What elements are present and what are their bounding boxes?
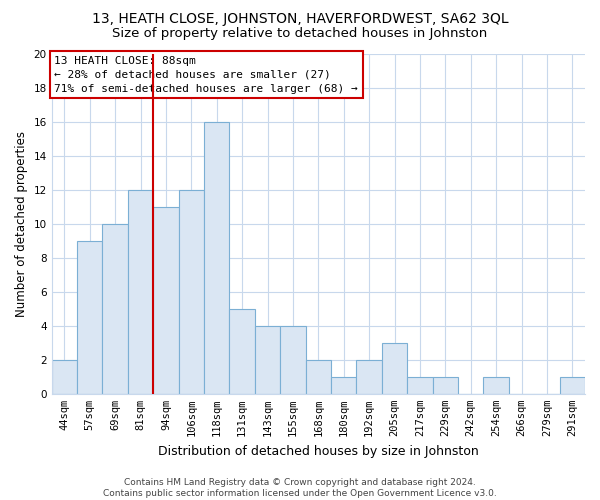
X-axis label: Distribution of detached houses by size in Johnston: Distribution of detached houses by size … bbox=[158, 444, 479, 458]
Y-axis label: Number of detached properties: Number of detached properties bbox=[15, 131, 28, 317]
Bar bbox=[356, 360, 382, 394]
Bar bbox=[484, 377, 509, 394]
Bar bbox=[305, 360, 331, 394]
Bar bbox=[407, 377, 433, 394]
Bar bbox=[382, 343, 407, 394]
Bar bbox=[52, 360, 77, 394]
Text: 13 HEATH CLOSE: 88sqm
← 28% of detached houses are smaller (27)
71% of semi-deta: 13 HEATH CLOSE: 88sqm ← 28% of detached … bbox=[55, 56, 358, 94]
Bar bbox=[77, 241, 103, 394]
Bar bbox=[331, 377, 356, 394]
Bar bbox=[204, 122, 229, 394]
Bar bbox=[229, 309, 255, 394]
Text: 13, HEATH CLOSE, JOHNSTON, HAVERFORDWEST, SA62 3QL: 13, HEATH CLOSE, JOHNSTON, HAVERFORDWEST… bbox=[92, 12, 508, 26]
Bar bbox=[280, 326, 305, 394]
Bar bbox=[153, 207, 179, 394]
Bar bbox=[560, 377, 585, 394]
Bar bbox=[103, 224, 128, 394]
Text: Contains HM Land Registry data © Crown copyright and database right 2024.
Contai: Contains HM Land Registry data © Crown c… bbox=[103, 478, 497, 498]
Bar bbox=[128, 190, 153, 394]
Bar bbox=[255, 326, 280, 394]
Text: Size of property relative to detached houses in Johnston: Size of property relative to detached ho… bbox=[112, 28, 488, 40]
Bar bbox=[433, 377, 458, 394]
Bar bbox=[179, 190, 204, 394]
